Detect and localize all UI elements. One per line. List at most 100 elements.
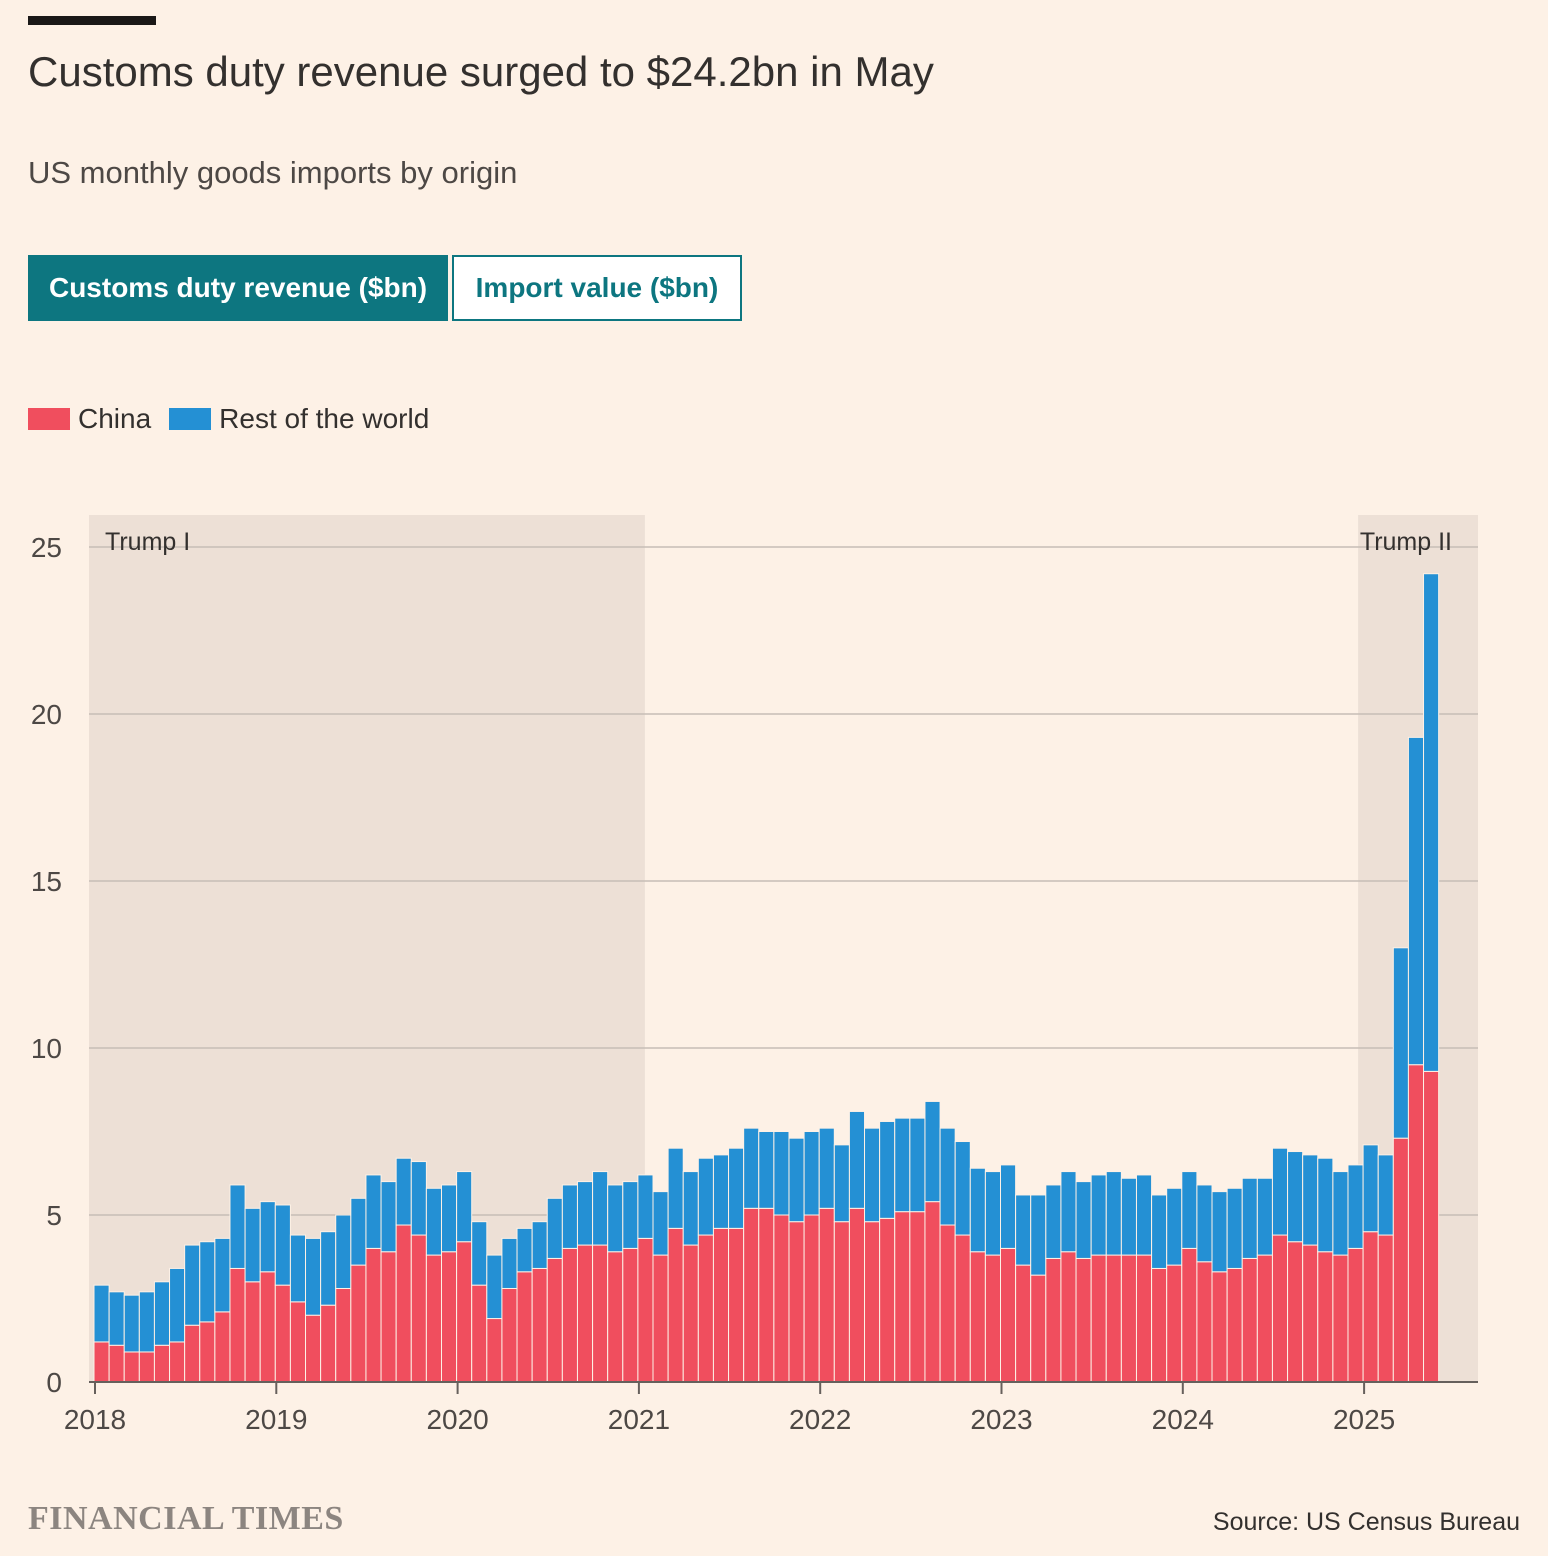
bar-rest-of-world	[350, 1197, 367, 1266]
bar-rest-of-world	[622, 1181, 639, 1249]
bar-china	[335, 1287, 352, 1383]
bar-china	[289, 1301, 307, 1383]
bar-rest-of-world	[1271, 1147, 1289, 1236]
bar-rest-of-world	[214, 1237, 231, 1313]
bar-china	[153, 1344, 171, 1383]
customs-duty-revenue-button[interactable]: Customs duty revenue ($bn)	[28, 255, 448, 321]
bar-china	[1407, 1064, 1425, 1383]
bar-rest-of-world	[652, 1191, 669, 1256]
bar-china	[637, 1237, 654, 1383]
metric-toggle: Customs duty revenue ($bn) Import value …	[28, 255, 742, 321]
bar-rest-of-world	[1332, 1171, 1349, 1256]
bar-china	[1120, 1254, 1137, 1383]
chart-subtitle: US monthly goods imports by origin	[28, 155, 518, 190]
bar-china	[712, 1227, 730, 1383]
bar-rest-of-world	[440, 1184, 458, 1253]
bar-china	[501, 1287, 518, 1383]
bar-china	[1105, 1254, 1122, 1383]
bar-rest-of-world	[1060, 1171, 1077, 1253]
bar-china	[1392, 1137, 1409, 1383]
y-tick-label: 20	[31, 699, 62, 730]
bar-china	[607, 1251, 624, 1383]
bar-rest-of-world	[788, 1137, 805, 1223]
bar-china	[1181, 1247, 1198, 1383]
bar-china	[546, 1257, 563, 1383]
bar-china	[969, 1251, 986, 1383]
bar-china	[1166, 1264, 1183, 1383]
y-tick-label: 5	[46, 1200, 62, 1231]
bar-china	[1362, 1231, 1379, 1383]
bar-rest-of-world	[259, 1201, 276, 1273]
bar-rest-of-world	[410, 1161, 427, 1236]
bar-rest-of-world	[1045, 1184, 1062, 1259]
legend-item-rest-of-world: Rest of the world	[169, 403, 429, 435]
bar-china	[380, 1251, 397, 1383]
bar-china	[93, 1341, 110, 1383]
bar-china	[1135, 1254, 1153, 1383]
bar-rest-of-world	[1105, 1171, 1122, 1256]
bar-rest-of-world	[1135, 1174, 1153, 1256]
bar-china	[667, 1227, 684, 1383]
bar-china	[486, 1318, 503, 1383]
bar-rest-of-world	[123, 1294, 140, 1353]
bar-china	[773, 1214, 790, 1383]
bar-rest-of-world	[289, 1234, 307, 1303]
bar-china	[1211, 1271, 1228, 1383]
bar-rest-of-world	[1392, 947, 1409, 1139]
bar-china	[320, 1304, 337, 1383]
bar-rest-of-world	[169, 1267, 186, 1343]
annotation-label-trump-ii: Trump II	[1360, 528, 1452, 556]
bar-china	[1317, 1251, 1334, 1383]
bar-rest-of-world	[924, 1100, 941, 1203]
bar-rest-of-world	[969, 1167, 986, 1253]
y-tick-label: 0	[46, 1367, 62, 1398]
bar-rest-of-world	[592, 1171, 609, 1246]
bar-china	[818, 1207, 835, 1383]
bar-china	[244, 1281, 261, 1383]
bar-china	[305, 1314, 322, 1383]
bar-rest-of-world	[320, 1231, 337, 1306]
legend-label-china: China	[78, 403, 152, 434]
bar-china	[803, 1214, 820, 1383]
bar-rest-of-world	[1015, 1194, 1032, 1266]
bar-china	[743, 1207, 760, 1383]
bar-china	[864, 1221, 881, 1383]
bar-rest-of-world	[576, 1181, 594, 1246]
bar-china	[531, 1267, 548, 1383]
bar-china	[395, 1224, 412, 1383]
bar-china	[894, 1211, 911, 1383]
bar-rest-of-world	[954, 1141, 971, 1236]
import-value-button[interactable]: Import value ($bn)	[452, 255, 742, 321]
bar-rest-of-world	[818, 1127, 835, 1209]
bar-china	[1151, 1267, 1168, 1383]
bar-rest-of-world	[1362, 1144, 1379, 1233]
bar-china	[984, 1254, 1001, 1383]
bar-rest-of-world	[984, 1171, 1001, 1256]
bar-rest-of-world	[546, 1197, 563, 1259]
bar-china	[456, 1241, 473, 1383]
bar-rest-of-world	[1347, 1164, 1364, 1249]
legend-swatch-china	[28, 408, 70, 430]
bar-rest-of-world	[531, 1221, 548, 1269]
bar-china	[652, 1254, 669, 1383]
bar-china	[274, 1284, 291, 1383]
bar-rest-of-world	[607, 1184, 624, 1253]
bar-china	[879, 1217, 896, 1383]
bar-rest-of-world	[848, 1110, 866, 1209]
bar-rest-of-world	[728, 1147, 745, 1229]
bar-rest-of-world	[833, 1144, 850, 1223]
bar-china	[1060, 1251, 1077, 1383]
bar-rest-of-world	[1151, 1194, 1168, 1269]
bar-rest-of-world	[637, 1174, 654, 1239]
bar-rest-of-world	[894, 1117, 911, 1213]
bar-rest-of-world	[743, 1127, 760, 1209]
x-tick-label: 2019	[245, 1404, 307, 1435]
bar-china	[471, 1284, 488, 1383]
source-note: Source: US Census Bureau	[1212, 1508, 1520, 1536]
bar-rest-of-world	[108, 1291, 125, 1346]
bar-china	[622, 1247, 639, 1383]
bar-rest-of-world	[1000, 1164, 1017, 1249]
x-tick-label: 2020	[426, 1404, 488, 1435]
bar-china	[682, 1244, 699, 1383]
